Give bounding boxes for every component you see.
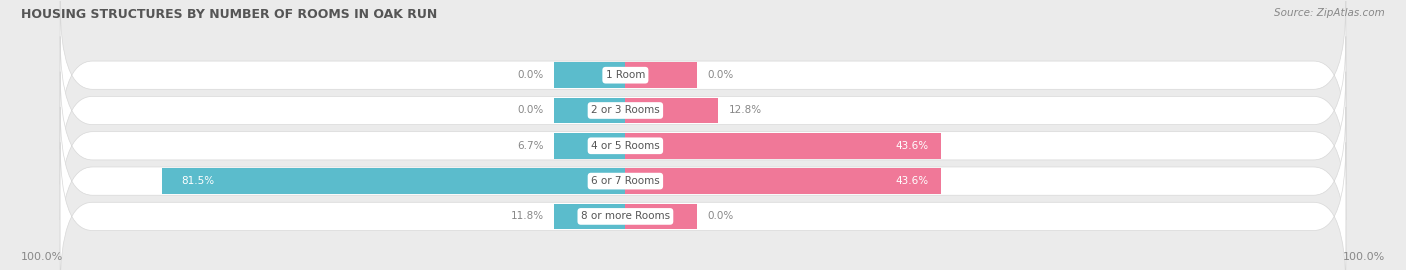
Bar [162, 168, 626, 194]
Text: 12.8%: 12.8% [728, 106, 762, 116]
Text: 0.0%: 0.0% [517, 106, 544, 116]
FancyBboxPatch shape [60, 142, 1346, 270]
Text: 1 Room: 1 Room [606, 70, 645, 80]
Text: 6 or 7 Rooms: 6 or 7 Rooms [591, 176, 659, 186]
Text: 6.7%: 6.7% [517, 141, 544, 151]
Bar [554, 204, 626, 229]
Text: 81.5%: 81.5% [181, 176, 214, 186]
Text: 8 or more Rooms: 8 or more Rooms [581, 211, 669, 221]
FancyBboxPatch shape [60, 1, 1346, 149]
Bar [554, 98, 626, 123]
Bar [554, 133, 626, 158]
Bar [626, 204, 696, 229]
Bar [626, 62, 696, 88]
Bar [626, 168, 941, 194]
Text: 43.6%: 43.6% [896, 141, 928, 151]
Text: 0.0%: 0.0% [707, 211, 733, 221]
Text: 100.0%: 100.0% [21, 252, 63, 262]
Text: 11.8%: 11.8% [510, 211, 544, 221]
FancyBboxPatch shape [60, 107, 1346, 255]
Text: HOUSING STRUCTURES BY NUMBER OF ROOMS IN OAK RUN: HOUSING STRUCTURES BY NUMBER OF ROOMS IN… [21, 8, 437, 21]
Text: 2 or 3 Rooms: 2 or 3 Rooms [591, 106, 659, 116]
Text: 100.0%: 100.0% [1343, 252, 1385, 262]
Bar [626, 133, 941, 158]
FancyBboxPatch shape [60, 36, 1346, 185]
Bar [554, 62, 626, 88]
Text: Source: ZipAtlas.com: Source: ZipAtlas.com [1274, 8, 1385, 18]
Bar [626, 98, 718, 123]
Text: 43.6%: 43.6% [896, 176, 928, 186]
Text: 4 or 5 Rooms: 4 or 5 Rooms [591, 141, 659, 151]
Text: 0.0%: 0.0% [707, 70, 733, 80]
Text: 0.0%: 0.0% [517, 70, 544, 80]
FancyBboxPatch shape [60, 72, 1346, 220]
